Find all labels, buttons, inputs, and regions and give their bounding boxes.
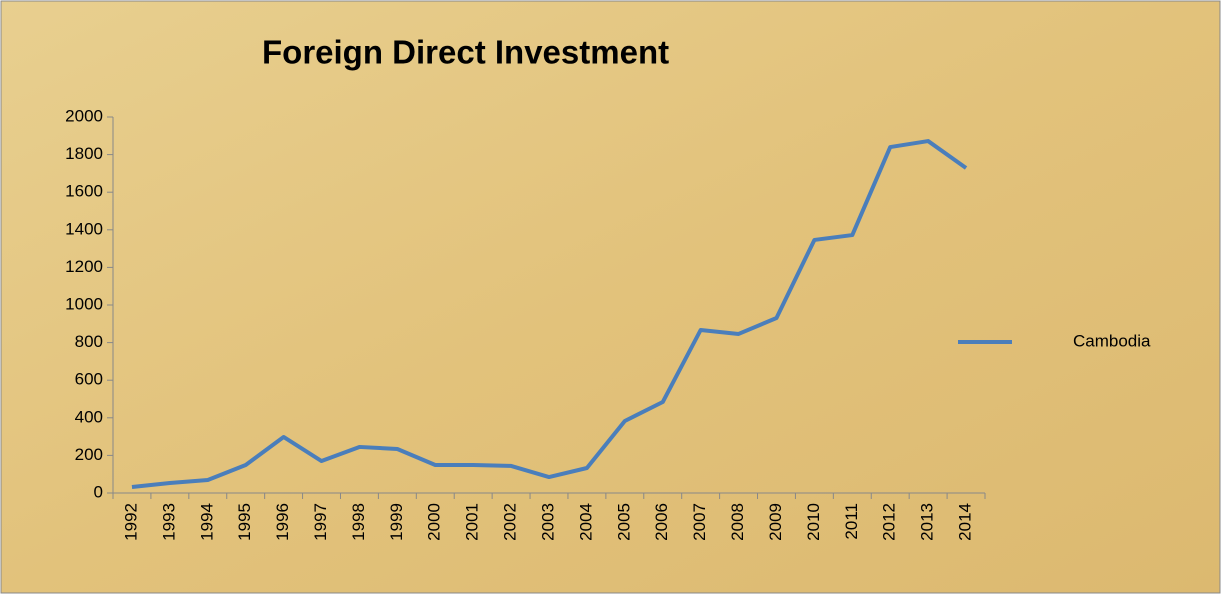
x-tick-label: 2000 (425, 503, 444, 541)
line-series (131, 139, 968, 489)
x-tick-label: 2011 (842, 503, 861, 540)
x-tick-label: 2006 (652, 503, 671, 541)
y-tick-label: 0 (94, 482, 103, 501)
y-tick-label: 1400 (65, 219, 103, 238)
x-tick-label: 2007 (690, 503, 709, 541)
x-tick-label: 2002 (501, 503, 520, 541)
chart-title: Foreign Direct Investment (262, 34, 669, 71)
y-tick-label: 400 (75, 407, 103, 426)
x-tick-label: 2009 (766, 503, 785, 541)
x-tick-label: 1994 (197, 503, 216, 541)
x-tick-label: 1993 (159, 503, 178, 541)
x-tick-label: 2004 (576, 503, 595, 541)
y-tick-label: 1800 (65, 144, 103, 163)
x-tick-label: 2014 (956, 503, 975, 541)
x-tick-label: 2001 (463, 503, 482, 541)
y-tick-label: 2000 (65, 106, 103, 125)
x-tick-label: 2008 (728, 503, 747, 541)
x-tick-label: 2003 (538, 503, 557, 541)
x-tick-label: 2013 (918, 503, 937, 541)
x-tick-label: 2010 (804, 503, 823, 541)
x-tick-label: 1996 (273, 503, 292, 541)
x-tick-label: 1998 (349, 503, 368, 541)
y-tick-label: 600 (75, 370, 103, 389)
y-tick-label: 800 (75, 332, 103, 351)
x-tick-label: 2005 (614, 503, 633, 541)
y-tick-label: 1200 (65, 257, 103, 276)
x-tick-label: 1997 (311, 503, 330, 541)
y-tick-label: 1000 (65, 294, 103, 313)
x-tick-label: 1992 (121, 503, 140, 541)
y-tick-label: 200 (75, 445, 103, 464)
x-tick-label: 2012 (880, 503, 899, 541)
y-tick-label: 1600 (65, 182, 103, 201)
x-tick-label: 1995 (235, 503, 254, 541)
legend-label: Cambodia (1073, 331, 1151, 350)
x-tick-label: 1999 (387, 503, 406, 541)
